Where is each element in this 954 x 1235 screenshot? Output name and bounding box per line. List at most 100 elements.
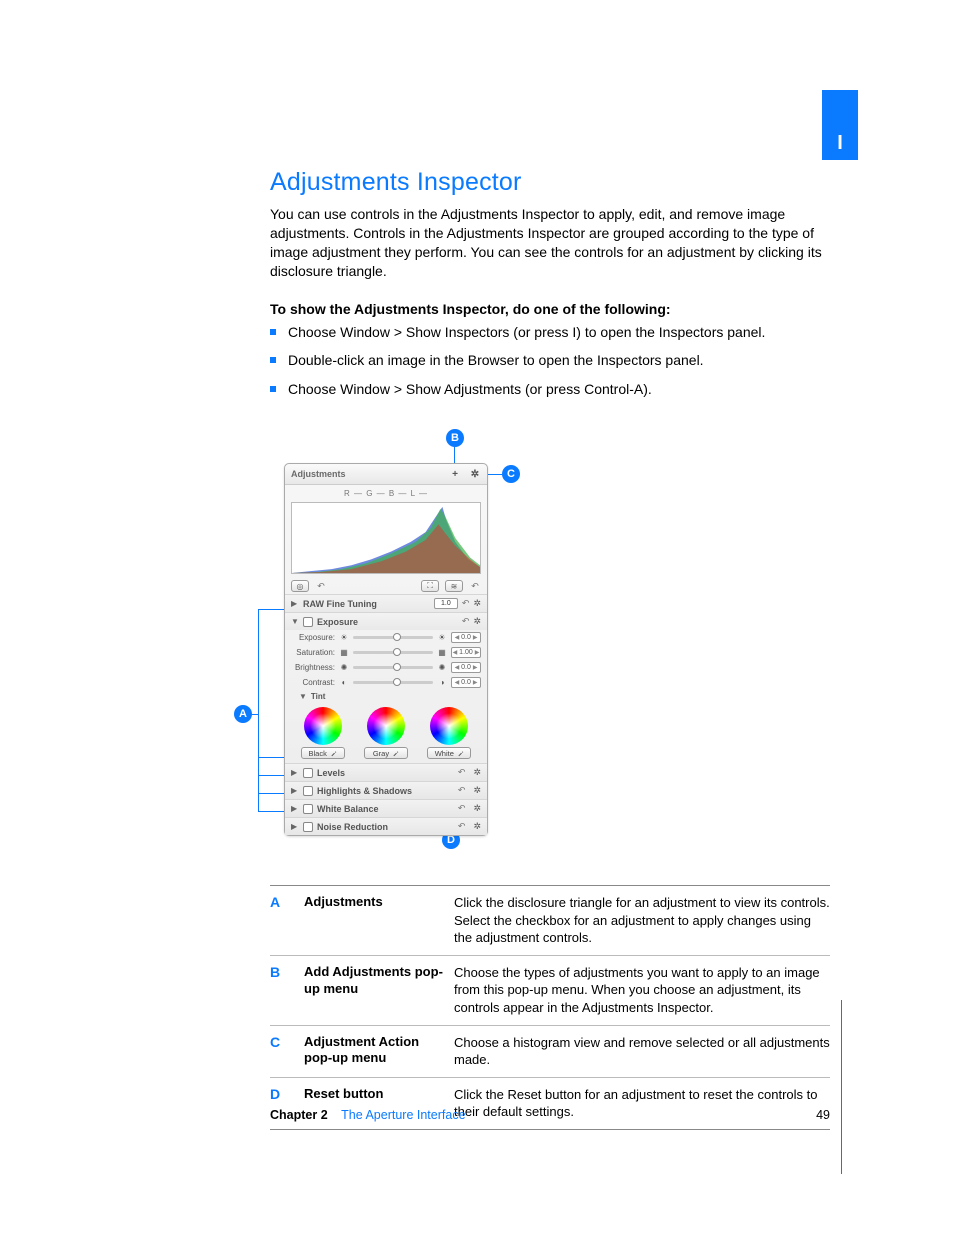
slider-value[interactable]: ◀ 0.0 ▶: [451, 677, 481, 688]
collapsed-section-row[interactable]: ▶White Balance↶✲: [285, 799, 487, 817]
raw-fine-tuning-row[interactable]: ▶ RAW Fine Tuning 1.0 ↶ ✲: [285, 594, 487, 612]
page-title: Adjustments Inspector: [270, 168, 830, 197]
slider-track[interactable]: [353, 651, 433, 654]
reset-icon[interactable]: ↶: [458, 785, 466, 796]
bullet-item: Choose Window > Show Adjustments (or pre…: [270, 380, 830, 399]
tint-label-black[interactable]: Black: [301, 747, 345, 759]
tint-label-white[interactable]: White: [427, 747, 471, 759]
disclosure-triangle-icon[interactable]: ▶: [291, 786, 299, 795]
tint-wheel-black[interactable]: [304, 707, 342, 745]
gear-icon[interactable]: ✲: [473, 616, 481, 627]
channel-readout: R — G — B — L —: [285, 485, 487, 500]
section-label: Noise Reduction: [317, 822, 454, 832]
slider-label: Contrast:: [291, 678, 335, 687]
bullet-item: Choose Window > Show Inspectors (or pres…: [270, 323, 830, 342]
table-row: CAdjustment Action pop-up menuChoose a h…: [270, 1026, 830, 1078]
slider-min-icon: ◐: [339, 678, 349, 687]
callout-a: A: [234, 705, 252, 723]
callout-c: C: [502, 465, 520, 483]
disclosure-triangle-icon[interactable]: ▶: [291, 599, 299, 608]
slider-value[interactable]: ◀ 0.0 ▶: [451, 662, 481, 673]
tint-wheel-labels: Black Gray White: [285, 747, 487, 763]
callout-letter: A: [270, 894, 304, 947]
bullet-list: Choose Window > Show Inspectors (or pres…: [270, 323, 830, 400]
leader-line: [258, 793, 284, 794]
slider-min-icon: ✺: [339, 663, 349, 672]
collapsed-section-row[interactable]: ▶ Noise Reduction ↶ ✲: [285, 817, 487, 835]
slider-label: Exposure:: [291, 633, 335, 642]
slider-max-icon: ✺: [437, 663, 447, 672]
gear-icon[interactable]: ✲: [473, 785, 481, 796]
table-row: AAdjustmentsClick the disclosure triangl…: [270, 886, 830, 956]
callout-letter: B: [270, 964, 304, 1017]
reset-icon[interactable]: ↶: [462, 598, 470, 609]
checkbox[interactable]: [303, 768, 313, 778]
disclosure-triangle-icon[interactable]: ▶: [291, 822, 299, 831]
exposure-section-row[interactable]: ▼ Exposure ↶ ✲: [285, 612, 487, 630]
tint-sub-row[interactable]: ▼ Tint: [285, 690, 487, 703]
value-box[interactable]: 1.0: [434, 598, 458, 609]
panel-header: Adjustments + ✲: [285, 464, 487, 485]
chapter-name: The Aperture Interface: [341, 1108, 465, 1122]
page-number: 49: [816, 1108, 830, 1122]
slider-max-icon: ▦: [437, 648, 447, 657]
checkbox[interactable]: [303, 617, 313, 627]
adjustments-panel: Adjustments + ✲ R — G — B — L —: [284, 463, 488, 836]
slider-max-icon: ◑: [437, 678, 447, 687]
disclosure-triangle-icon[interactable]: ▶: [291, 804, 299, 813]
disclosure-triangle-icon[interactable]: ▼: [299, 692, 307, 701]
section-label: Levels: [317, 768, 454, 778]
reset-icon[interactable]: ↶: [458, 821, 466, 832]
leader-line: [258, 609, 259, 811]
reset-icon[interactable]: ↶: [458, 803, 466, 814]
gear-icon[interactable]: ✲: [473, 803, 481, 814]
loupe-icon[interactable]: ◎: [291, 580, 309, 592]
gear-icon[interactable]: ✲: [473, 767, 481, 778]
undo-icon[interactable]: ↶: [315, 580, 327, 592]
tint-wheel-white[interactable]: [430, 707, 468, 745]
reset-icon[interactable]: ↶: [462, 616, 470, 627]
slider-value[interactable]: ◀ 1.00 ▶: [451, 647, 481, 658]
callout-term: Adjustment Action pop-up menu: [304, 1034, 454, 1069]
checkbox[interactable]: [303, 804, 313, 814]
checkbox[interactable]: [303, 786, 313, 796]
leader-line: [258, 609, 284, 610]
callout-table: AAdjustmentsClick the disclosure triangl…: [270, 885, 830, 1129]
slider-track[interactable]: [353, 666, 433, 669]
callout-b: B: [446, 429, 464, 447]
disclosure-triangle-icon[interactable]: ▼: [291, 617, 299, 626]
slider-label: Brightness:: [291, 663, 335, 672]
adjustment-action-icon[interactable]: ✲: [469, 468, 481, 480]
gear-icon[interactable]: ✲: [473, 598, 481, 609]
add-adjustment-icon[interactable]: +: [449, 468, 461, 480]
disclosure-triangle-icon[interactable]: ▶: [291, 768, 299, 777]
callout-definition: Choose the types of adjustments you want…: [454, 964, 830, 1017]
gear-icon[interactable]: ✲: [473, 821, 481, 832]
slider-value[interactable]: ◀ 0.0 ▶: [451, 632, 481, 643]
undo-icon[interactable]: ↶: [469, 580, 481, 592]
slider-label: Saturation:: [291, 648, 335, 657]
collapsed-section-row[interactable]: ▶ Levels ↶ ✲: [285, 763, 487, 781]
section-label: Highlights & Shadows: [317, 786, 454, 796]
leader-line: [258, 811, 284, 812]
slider-row: Brightness: ✺ ✺ ◀ 0.0 ▶: [285, 660, 487, 675]
tint-wheels: [285, 703, 487, 747]
collapsed-section-row[interactable]: ▶ Highlights & Shadows ↶ ✲: [285, 781, 487, 799]
callout-term: Add Adjustments pop-up menu: [304, 964, 454, 1017]
slider-track[interactable]: [353, 681, 433, 684]
page-footer: Chapter 2 The Aperture Interface 49: [270, 1108, 830, 1122]
slider-min-icon: ▦: [339, 648, 349, 657]
section-tab: I: [822, 90, 858, 160]
callout-definition: Click the disclosure triangle for an adj…: [454, 894, 830, 947]
reset-icon[interactable]: ↶: [458, 767, 466, 778]
crop-icon[interactable]: ⛶: [421, 580, 439, 592]
tint-label-gray[interactable]: Gray: [364, 747, 408, 759]
histogram-toolbar: ◎ ↶ ⛶ ≋ ↶: [285, 578, 487, 594]
straighten-icon[interactable]: ≋: [445, 580, 463, 592]
right-rule: [841, 1000, 842, 1174]
slider-track[interactable]: [353, 636, 433, 639]
intro-paragraph: You can use controls in the Adjustments …: [270, 205, 830, 281]
callout-letter: C: [270, 1034, 304, 1069]
checkbox[interactable]: [303, 822, 313, 832]
tint-wheel-gray[interactable]: [367, 707, 405, 745]
